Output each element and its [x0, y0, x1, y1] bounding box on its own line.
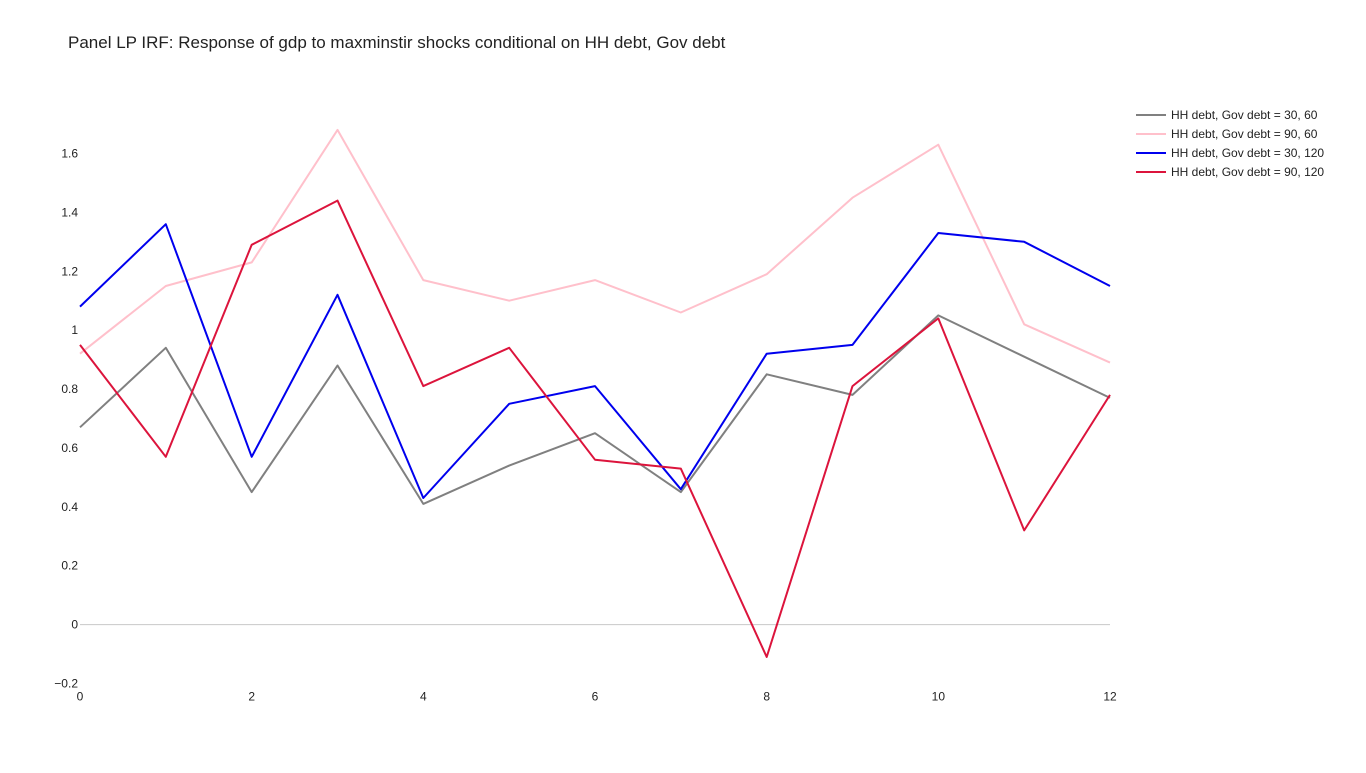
legend[interactable]: HH debt, Gov debt = 30, 60 HH debt, Gov d…: [1136, 105, 1364, 181]
y-tick-label: 0.6: [61, 441, 78, 455]
legend-item-1[interactable]: HH debt, Gov debt = 30, 60: [1136, 105, 1364, 124]
y-tick-label: 1.4: [61, 205, 78, 219]
legend-label: HH debt, Gov debt = 30, 60: [1171, 107, 1318, 122]
y-tick-label: 1: [71, 323, 78, 337]
chart-title: Panel LP IRF: Response of gdp to maxmins…: [68, 33, 726, 52]
legend-item-2[interactable]: HH debt, Gov debt = 90, 60: [1136, 124, 1364, 143]
legend-swatch: [1136, 151, 1166, 154]
legend-swatch: [1136, 170, 1166, 173]
legend-swatch: [1136, 132, 1166, 135]
y-tick-label: 1.6: [61, 147, 78, 161]
legend-item-4[interactable]: HH debt, Gov debt = 90, 120: [1136, 162, 1364, 181]
y-tick-label: 0.8: [61, 382, 78, 396]
x-tick-label: 10: [932, 690, 946, 704]
series-line-3[interactable]: [79, 223, 1111, 499]
legend-label: HH debt, Gov debt = 90, 60: [1171, 126, 1318, 141]
y-tick-label: 0.4: [61, 500, 78, 514]
legend-label: HH debt, Gov debt = 90, 120: [1171, 164, 1325, 179]
x-tick-label: 2: [248, 690, 255, 704]
y-tick-label: 0.2: [61, 559, 78, 573]
y-tick-label: 0: [71, 618, 78, 632]
legend-label: HH debt, Gov debt = 30, 120: [1171, 145, 1325, 160]
legend-item-3[interactable]: HH debt, Gov debt = 30, 120: [1136, 143, 1364, 162]
y-tick-label: 1.2: [61, 264, 78, 278]
x-tick-label: 6: [592, 690, 599, 704]
x-tick-label: 4: [420, 690, 427, 704]
y-tick-label: −0.2: [54, 677, 78, 691]
series-line-2[interactable]: [79, 128, 1111, 364]
legend-swatch: [1136, 113, 1166, 116]
x-tick-label: 8: [763, 690, 770, 704]
series-line-4[interactable]: [79, 199, 1111, 658]
x-tick-label: 0: [77, 690, 84, 704]
x-tick-label: 12: [1103, 690, 1117, 704]
series-line-1[interactable]: [79, 314, 1111, 505]
